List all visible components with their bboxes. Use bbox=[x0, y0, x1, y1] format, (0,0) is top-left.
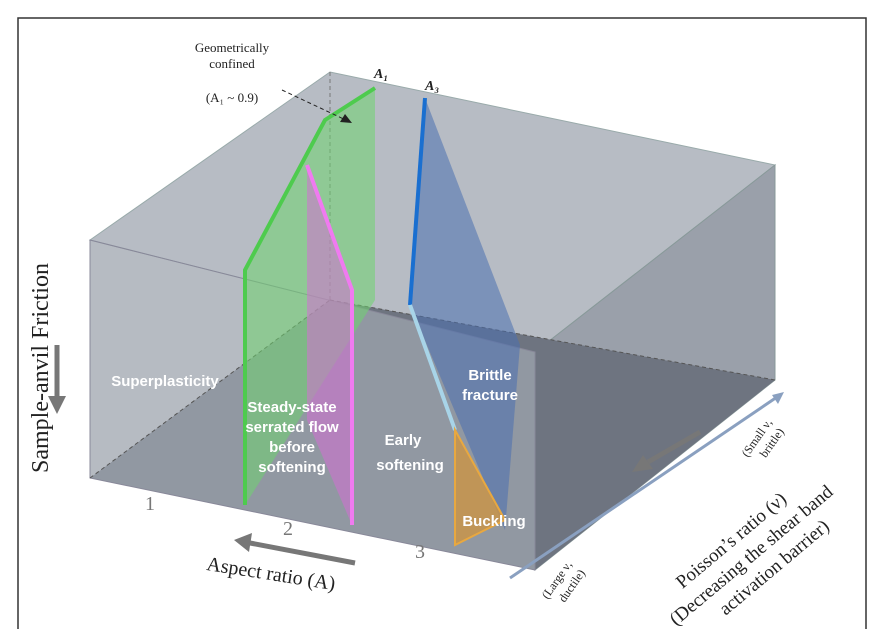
plane-label: A₁ bbox=[373, 67, 388, 82]
region-label: before bbox=[269, 439, 315, 456]
poisson-label: (Decreasing the shear band bbox=[666, 481, 838, 629]
region-label: fracture bbox=[462, 387, 518, 404]
region-label: Early bbox=[385, 432, 422, 449]
aspect-arrow bbox=[250, 543, 355, 563]
region-label: Steady-state bbox=[247, 399, 336, 416]
diagram: Geometrically confined (A₁ ~ 0.9) A₁ A₃ … bbox=[0, 0, 885, 629]
aspect-tick: 2 bbox=[283, 518, 293, 540]
annotation-text: confined bbox=[209, 56, 255, 71]
aspect-label: Aspect ratio (A) bbox=[205, 553, 337, 595]
aspect-tick: 3 bbox=[415, 541, 425, 563]
region-label: softening bbox=[258, 459, 326, 476]
plane-label: A₃ bbox=[424, 79, 439, 94]
annotation-text: Geometrically bbox=[195, 40, 270, 55]
region-label: Superplasticity bbox=[111, 373, 219, 390]
region-label: Brittle bbox=[468, 367, 511, 384]
arrow-head bbox=[234, 533, 252, 552]
aspect-tick: 1 bbox=[145, 493, 155, 515]
region-label: serrated flow bbox=[245, 419, 339, 436]
region-label: softening bbox=[376, 457, 444, 474]
annotation-value: (A₁ ~ 0.9) bbox=[206, 90, 258, 105]
friction-label: Sample-anvil Friction bbox=[28, 263, 54, 473]
region-label: Buckling bbox=[462, 513, 525, 530]
